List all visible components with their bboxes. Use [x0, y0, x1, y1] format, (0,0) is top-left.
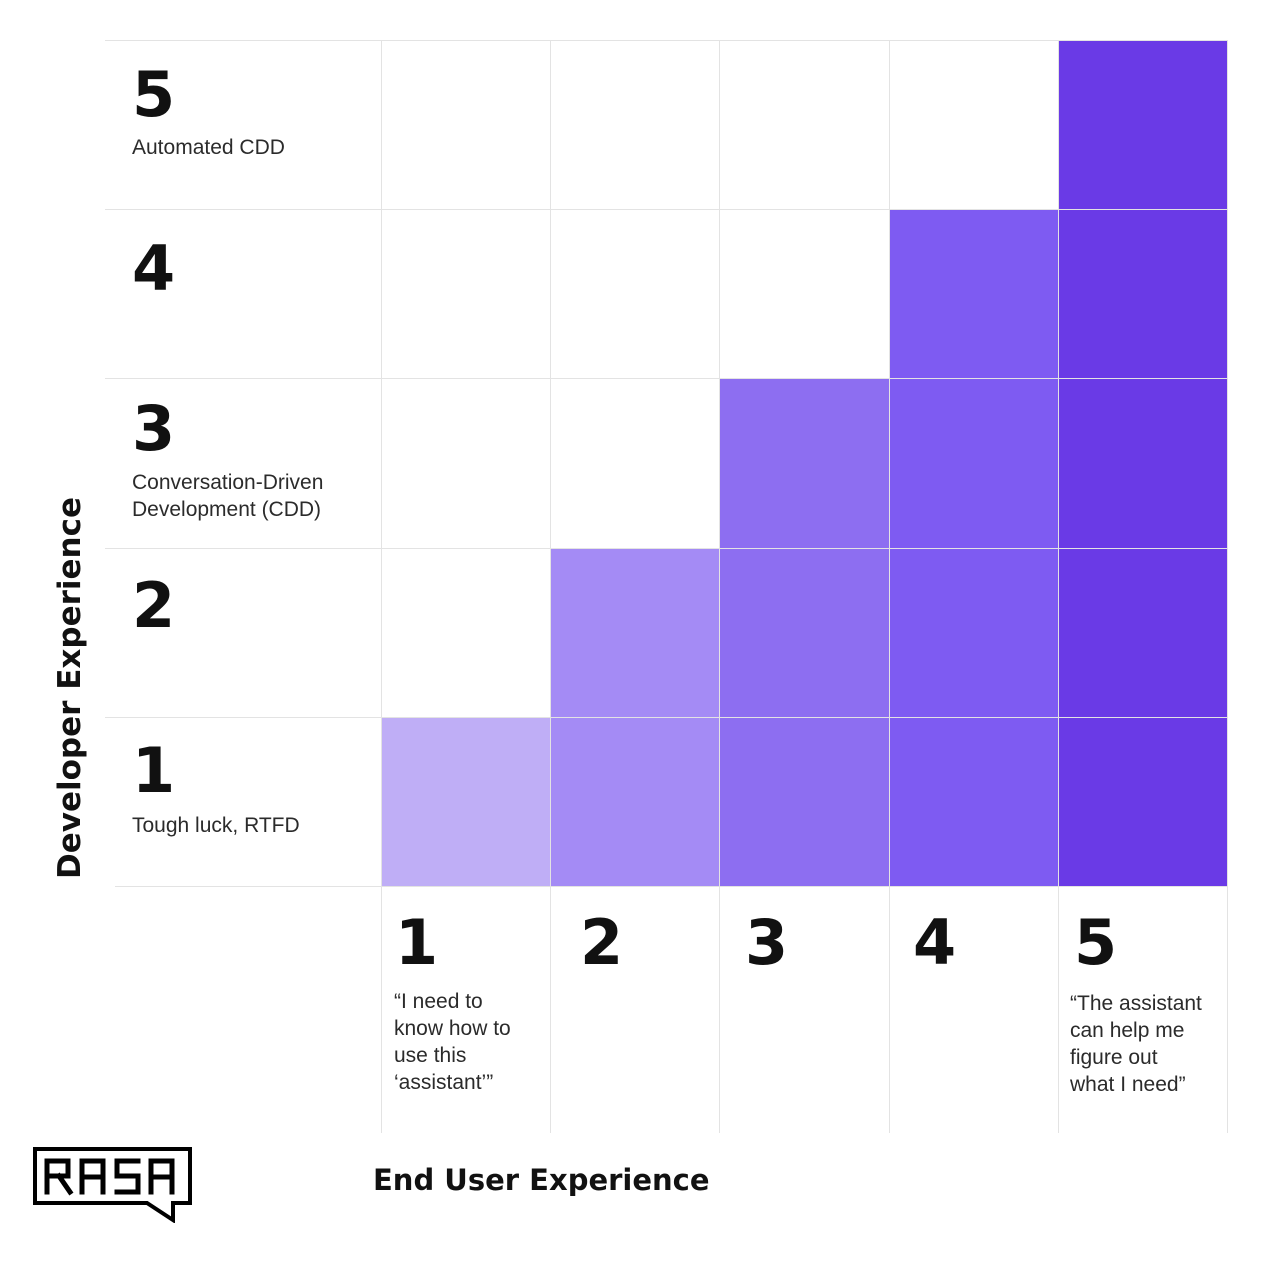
- row-level-number: 1: [132, 734, 176, 807]
- heat-cell: [888, 209, 1058, 379]
- row-level-label: Automated CDD: [132, 136, 285, 159]
- column-level-number: 1: [395, 906, 439, 979]
- grid-line: [115, 886, 1227, 887]
- heat-cell: [719, 378, 889, 548]
- row-level-label: Development (CDD): [132, 498, 322, 521]
- heat-cell: [888, 716, 1058, 886]
- column-level-number: 4: [913, 906, 957, 979]
- column-level-label: figure out: [1070, 1046, 1158, 1069]
- grid-line: [105, 716, 1227, 718]
- heat-cell: [1057, 716, 1227, 886]
- heat-cell: [550, 716, 720, 886]
- column-level-label: use this: [394, 1044, 467, 1067]
- row-level-number: 5: [132, 58, 176, 131]
- grid-line: [105, 40, 1227, 41]
- column-level-number: 2: [580, 906, 624, 979]
- heat-cell: [1057, 209, 1227, 379]
- column-level-label: “The assistant: [1070, 992, 1202, 1015]
- column-level-label: what I need”: [1070, 1073, 1186, 1096]
- row-level-label: Conversation-Driven: [132, 471, 324, 494]
- column-level-number: 5: [1074, 906, 1118, 979]
- row-level-number: 4: [132, 232, 176, 305]
- heat-cell: [1057, 378, 1227, 548]
- column-level-label: ‘assistant’”: [394, 1071, 494, 1094]
- row-level-number: 2: [132, 569, 176, 642]
- heat-cell: [888, 547, 1058, 717]
- row-level-number: 3: [132, 392, 176, 465]
- grid-line: [550, 40, 552, 1133]
- row-level-label: Tough luck, RTFD: [132, 814, 300, 837]
- heat-cell: [719, 716, 889, 886]
- grid-line: [105, 209, 1227, 211]
- grid-line: [381, 40, 382, 1133]
- grid-line: [1057, 40, 1059, 1133]
- grid-line: [719, 40, 721, 1133]
- grid-line: [105, 547, 1227, 549]
- rasa-logo: [33, 1147, 193, 1224]
- column-level-label: “I need to: [394, 990, 483, 1013]
- column-level-number: 3: [745, 906, 789, 979]
- heat-cell: [381, 716, 551, 886]
- column-level-label: can help me: [1070, 1019, 1185, 1042]
- heat-cell: [1057, 547, 1227, 717]
- y-axis-title: Developer Experience: [52, 496, 88, 880]
- grid-line: [1227, 40, 1228, 1133]
- x-axis-title: End User Experience: [373, 1163, 710, 1197]
- heat-cell: [888, 378, 1058, 548]
- grid-line: [105, 378, 1227, 380]
- grid-line: [888, 40, 890, 1133]
- heat-cell: [1057, 40, 1227, 210]
- heat-cell: [719, 547, 889, 717]
- heat-cell: [550, 547, 720, 717]
- column-level-label: know how to: [394, 1017, 511, 1040]
